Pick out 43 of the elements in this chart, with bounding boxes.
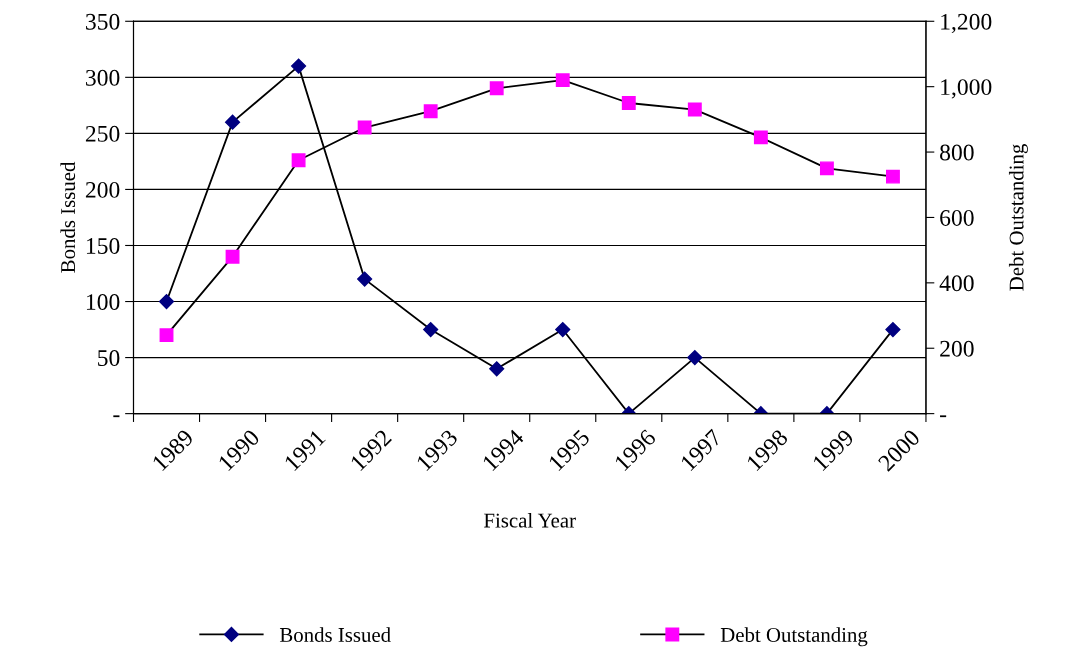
point <box>687 350 703 366</box>
point <box>885 169 900 184</box>
y2-tick-label: 600 <box>940 209 974 226</box>
y2-tick-label: - <box>940 415 947 418</box>
y-tick-label: 50 <box>98 350 120 366</box>
point <box>291 58 307 74</box>
point <box>489 361 505 377</box>
point <box>819 161 834 176</box>
y-tick-label: 350 <box>86 13 120 30</box>
y-tick-label: 100 <box>86 294 120 310</box>
point <box>158 293 175 310</box>
y2-tick-label: 400 <box>939 275 974 292</box>
point <box>687 102 702 117</box>
y-axis-title: Bonds Issued <box>60 161 76 273</box>
point <box>159 328 174 343</box>
x-tick-label: 1993 <box>415 428 459 472</box>
point <box>357 271 373 287</box>
y-tick-label: 200 <box>85 181 120 198</box>
point <box>555 321 571 338</box>
y2-tick-label: 1,200 <box>941 13 992 34</box>
x-axis-title: Fiscal Year <box>484 512 576 528</box>
y-tick-label: - <box>113 415 120 418</box>
y-tick-label: 150 <box>86 237 120 254</box>
y2-tick-label: 1,000 <box>941 79 992 99</box>
point <box>489 81 504 96</box>
point <box>291 153 306 168</box>
y2-axis-title: Debt Outstanding <box>1008 144 1028 291</box>
y2-tick-label: 200 <box>940 340 974 357</box>
x-tick-label: 1991 <box>283 429 327 472</box>
point <box>423 104 438 119</box>
point <box>225 249 240 264</box>
point <box>555 73 570 88</box>
point <box>753 130 768 145</box>
point <box>423 321 439 338</box>
y-tick-label: 300 <box>86 69 120 86</box>
point <box>357 120 372 135</box>
point <box>885 321 901 338</box>
y-tick-label: 250 <box>85 125 120 142</box>
y2-tick-label: 800 <box>940 144 974 161</box>
point <box>621 96 636 110</box>
point <box>224 114 241 130</box>
legend-label: Debt Outstanding <box>720 627 868 647</box>
legend-label: Bonds Issued <box>279 627 391 642</box>
